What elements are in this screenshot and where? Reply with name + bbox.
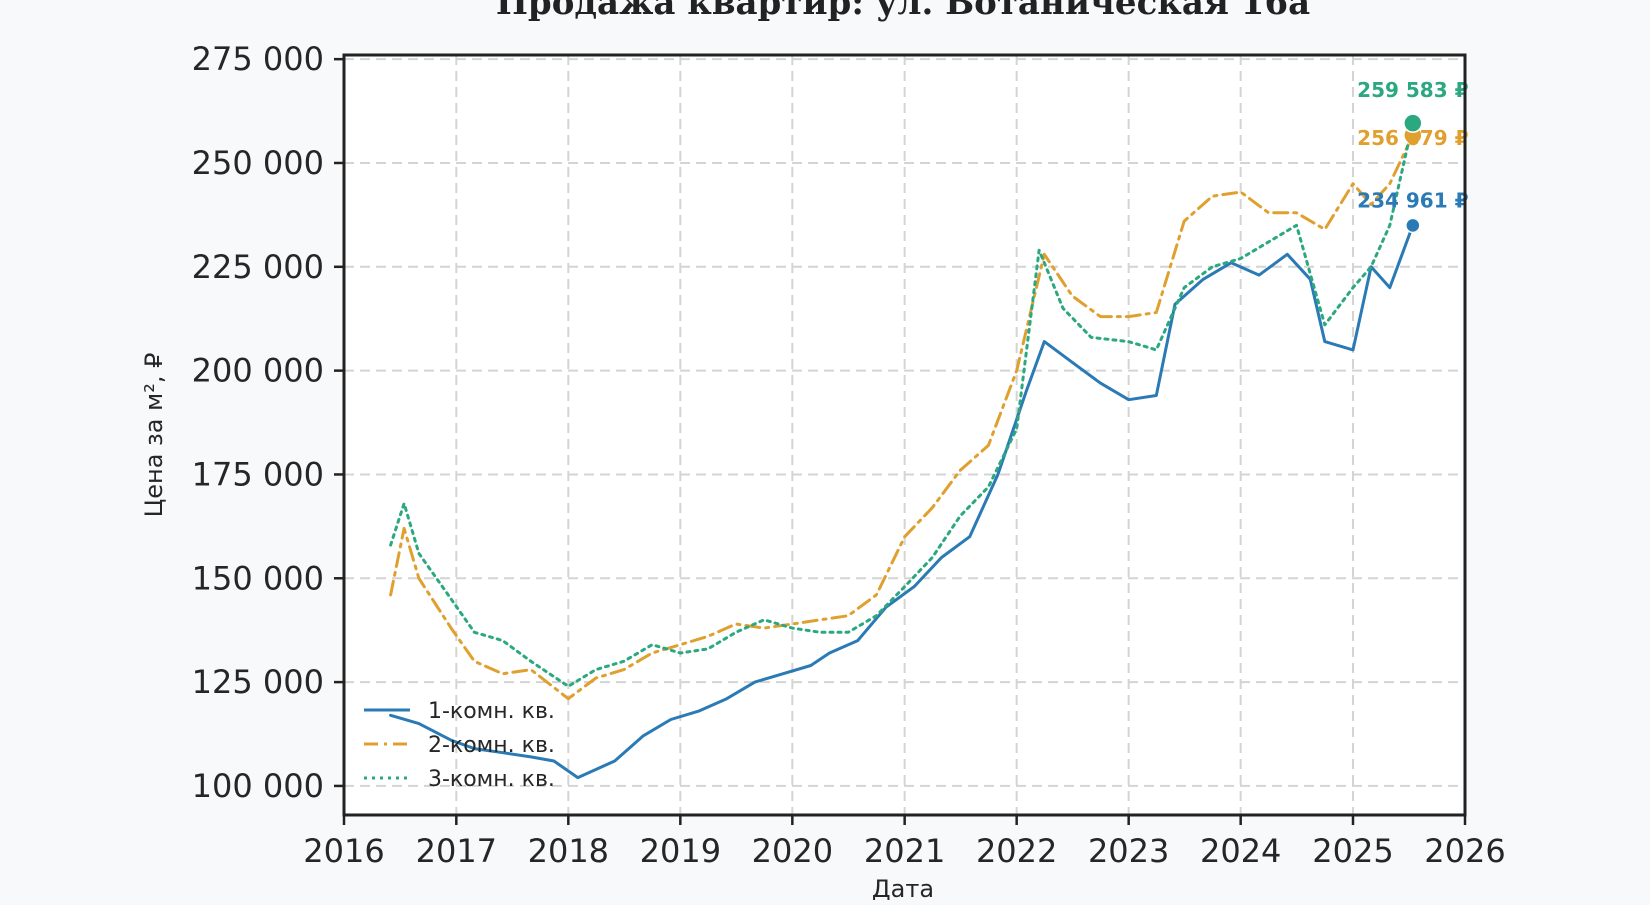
end-value-label-1: 234 961 ₽ [1357,188,1468,212]
end-markers: 234 961 ₽256 679 ₽259 583 ₽ [1357,78,1469,234]
x-tick-label: 2017 [416,832,497,870]
series-line-3 [389,121,1415,688]
x-tick-label: 2025 [1312,832,1393,870]
x-tick-label: 2019 [640,832,721,870]
x-tick-label: 2024 [1200,832,1281,870]
legend-label-2: 2-комн. кв. [428,733,555,758]
series-lines [389,121,1415,780]
x-tick-label: 2022 [976,832,1057,870]
x-tick-label: 2023 [1088,832,1169,870]
legend-label-1: 1-комн. кв. [428,699,555,724]
y-tick-label: 175 000 [192,455,324,493]
y-tick-label: 100 000 [192,767,324,805]
end-value-label-3: 259 583 ₽ [1357,78,1468,102]
x-tick-label: 2020 [752,832,833,870]
x-axis-label: Дата [872,875,934,900]
x-tick-label: 2026 [1424,832,1505,870]
x-tick-label: 2021 [864,832,945,870]
y-axis-label: Цена за м², ₽ [140,353,168,518]
y-tick-label: 200 000 [192,352,324,390]
y-tick-label: 250 000 [192,144,324,182]
chart-title: Продажа квартир: ул. Ботаническая 16а [496,0,1310,23]
grid [343,55,1466,815]
legend-label-3: 3-комн. кв. [428,767,555,792]
legend: 1-комн. кв. 2-комн. кв. 3-комн. кв. [364,699,555,792]
y-tick-label: 150 000 [192,559,324,597]
series-line-1 [389,223,1415,780]
x-tick-label: 2018 [528,832,609,870]
end-marker-3 [1403,113,1423,133]
axes: 2016 2017 2018 2019 2020 2021 2022 2023 2024 2025… [192,40,1506,870]
plot-frame [342,53,1467,817]
y-tick-label: 275 000 [192,40,324,78]
end-marker-1 [1405,217,1421,234]
series-line-2 [389,133,1415,701]
y-tick-label: 225 000 [192,248,324,286]
x-tick-label: 2016 [303,832,384,870]
y-tick-label: 125 000 [192,663,324,701]
